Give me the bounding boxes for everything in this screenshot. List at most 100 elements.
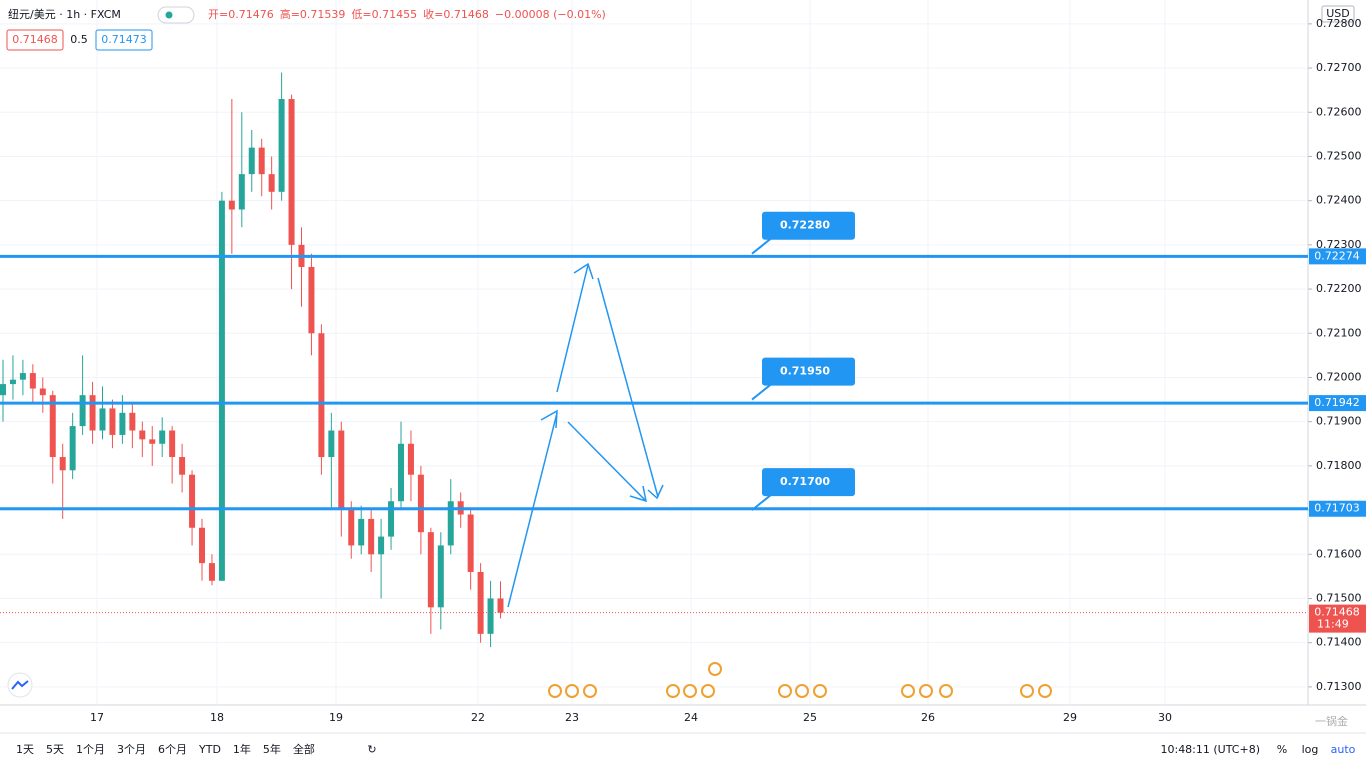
event-icon: [708, 662, 722, 676]
event-icon: [683, 684, 697, 698]
x-tick-label: 25: [803, 711, 817, 724]
candle-body: [318, 333, 325, 458]
note-box[interactable]: [762, 468, 855, 497]
range-button[interactable]: 5天: [46, 743, 64, 756]
y-tick-label: 0.72700: [1316, 61, 1362, 74]
ohlc-value: 开=0.71476: [208, 8, 274, 21]
range-button[interactable]: YTD: [198, 743, 221, 756]
note-pointer: [751, 493, 773, 511]
note-box[interactable]: [762, 211, 855, 240]
candle-body: [258, 147, 265, 175]
x-tick-label: 19: [329, 711, 343, 724]
note-pointer: [751, 236, 773, 255]
note-box[interactable]: [762, 357, 855, 386]
status-dot: [165, 11, 173, 19]
event-icon: [548, 684, 562, 698]
candle-body: [288, 99, 295, 245]
range-button[interactable]: 1个月: [76, 743, 105, 756]
candle-body: [69, 426, 76, 471]
level-tag: [1309, 248, 1366, 265]
spread: 0.5: [70, 33, 88, 46]
event-icon: [1038, 684, 1052, 698]
candle-body: [49, 395, 56, 458]
x-tick-label: 17: [90, 711, 104, 724]
currency-box[interactable]: [1321, 5, 1355, 23]
arrow: [556, 264, 589, 393]
candle-body: [129, 412, 136, 431]
candle-body: [179, 457, 186, 475]
status-pill[interactable]: [157, 6, 195, 24]
candle-body: [268, 174, 275, 192]
candle-body: [79, 395, 86, 427]
range-button[interactable]: 6个月: [158, 743, 187, 756]
candle-body: [358, 518, 365, 546]
x-tick-label: 24: [684, 711, 698, 724]
compare-icon[interactable]: ↻: [367, 743, 376, 756]
y-tick-label: 0.71900: [1316, 415, 1362, 428]
event-icon: [778, 684, 792, 698]
arrow: [597, 277, 659, 498]
axis-option[interactable]: auto: [1331, 743, 1356, 756]
candle-body: [417, 474, 424, 533]
ohlc-value: −0.00008 (−0.01%): [495, 8, 606, 21]
candle-body: [437, 545, 444, 608]
y-tick-label: 0.71500: [1316, 591, 1362, 604]
candle-body: [497, 598, 504, 613]
x-tick-label: 23: [565, 711, 579, 724]
currency: USD: [1326, 7, 1350, 20]
candle-body: [139, 430, 146, 440]
event-icon: [901, 684, 915, 698]
candle-body: [487, 598, 494, 634]
axis-option[interactable]: %: [1277, 743, 1287, 756]
level-tag: [1309, 395, 1366, 412]
range-button[interactable]: 5年: [263, 742, 281, 756]
range-button[interactable]: 全部: [293, 742, 315, 756]
range-button[interactable]: 3个月: [117, 743, 146, 756]
y-tick-label: 0.71600: [1316, 547, 1362, 560]
candle-body: [89, 395, 96, 431]
y-tick-label: 0.72300: [1316, 238, 1362, 251]
candle-body: [149, 439, 156, 444]
y-tick-label: 0.72600: [1316, 105, 1362, 118]
candle-body: [228, 200, 235, 210]
y-tick-label: 0.72800: [1316, 17, 1362, 30]
note-pointer: [751, 382, 773, 401]
candle-body: [447, 501, 454, 546]
level-tag-label: 0.71703: [1314, 502, 1360, 515]
range-button[interactable]: 1天: [16, 743, 34, 756]
note-label: 0.72280: [780, 219, 830, 232]
event-icon: [813, 684, 827, 698]
candle-body: [59, 457, 66, 471]
candle-body: [29, 373, 36, 389]
bid-box[interactable]: [6, 29, 64, 51]
countdown: 11:49: [1317, 618, 1349, 631]
ohlc-value: 低=0.71455: [351, 8, 417, 21]
y-tick-label: 0.71400: [1316, 636, 1362, 649]
event-icon: [666, 684, 680, 698]
candle-body: [208, 563, 215, 581]
event-icon: [701, 684, 715, 698]
level-tag-label: 0.71942: [1314, 396, 1360, 409]
event-icon: [565, 684, 579, 698]
event-icon: [583, 684, 597, 698]
candle-body: [308, 266, 315, 334]
event-icon: [939, 684, 953, 698]
last-price-tag: [1309, 604, 1366, 633]
y-tick-label: 0.72400: [1316, 194, 1362, 207]
candle-body: [467, 514, 474, 572]
ohlc-value: 收=0.71468: [423, 7, 489, 21]
y-tick-label: 0.72100: [1316, 326, 1362, 339]
y-tick-label: 0.72200: [1316, 282, 1362, 295]
candle-body: [0, 384, 6, 396]
ask-box[interactable]: [95, 29, 153, 51]
axis-option[interactable]: log: [1302, 743, 1319, 756]
candle-body: [218, 200, 225, 581]
x-tick-label: 22: [471, 711, 485, 724]
candle-body: [9, 379, 16, 385]
candle-body: [338, 430, 345, 511]
range-button[interactable]: 1年: [233, 742, 251, 756]
x-tick-label: 29: [1063, 711, 1077, 724]
arrow: [567, 421, 646, 501]
x-tick-label: 26: [921, 711, 935, 724]
candle-body: [477, 571, 484, 634]
